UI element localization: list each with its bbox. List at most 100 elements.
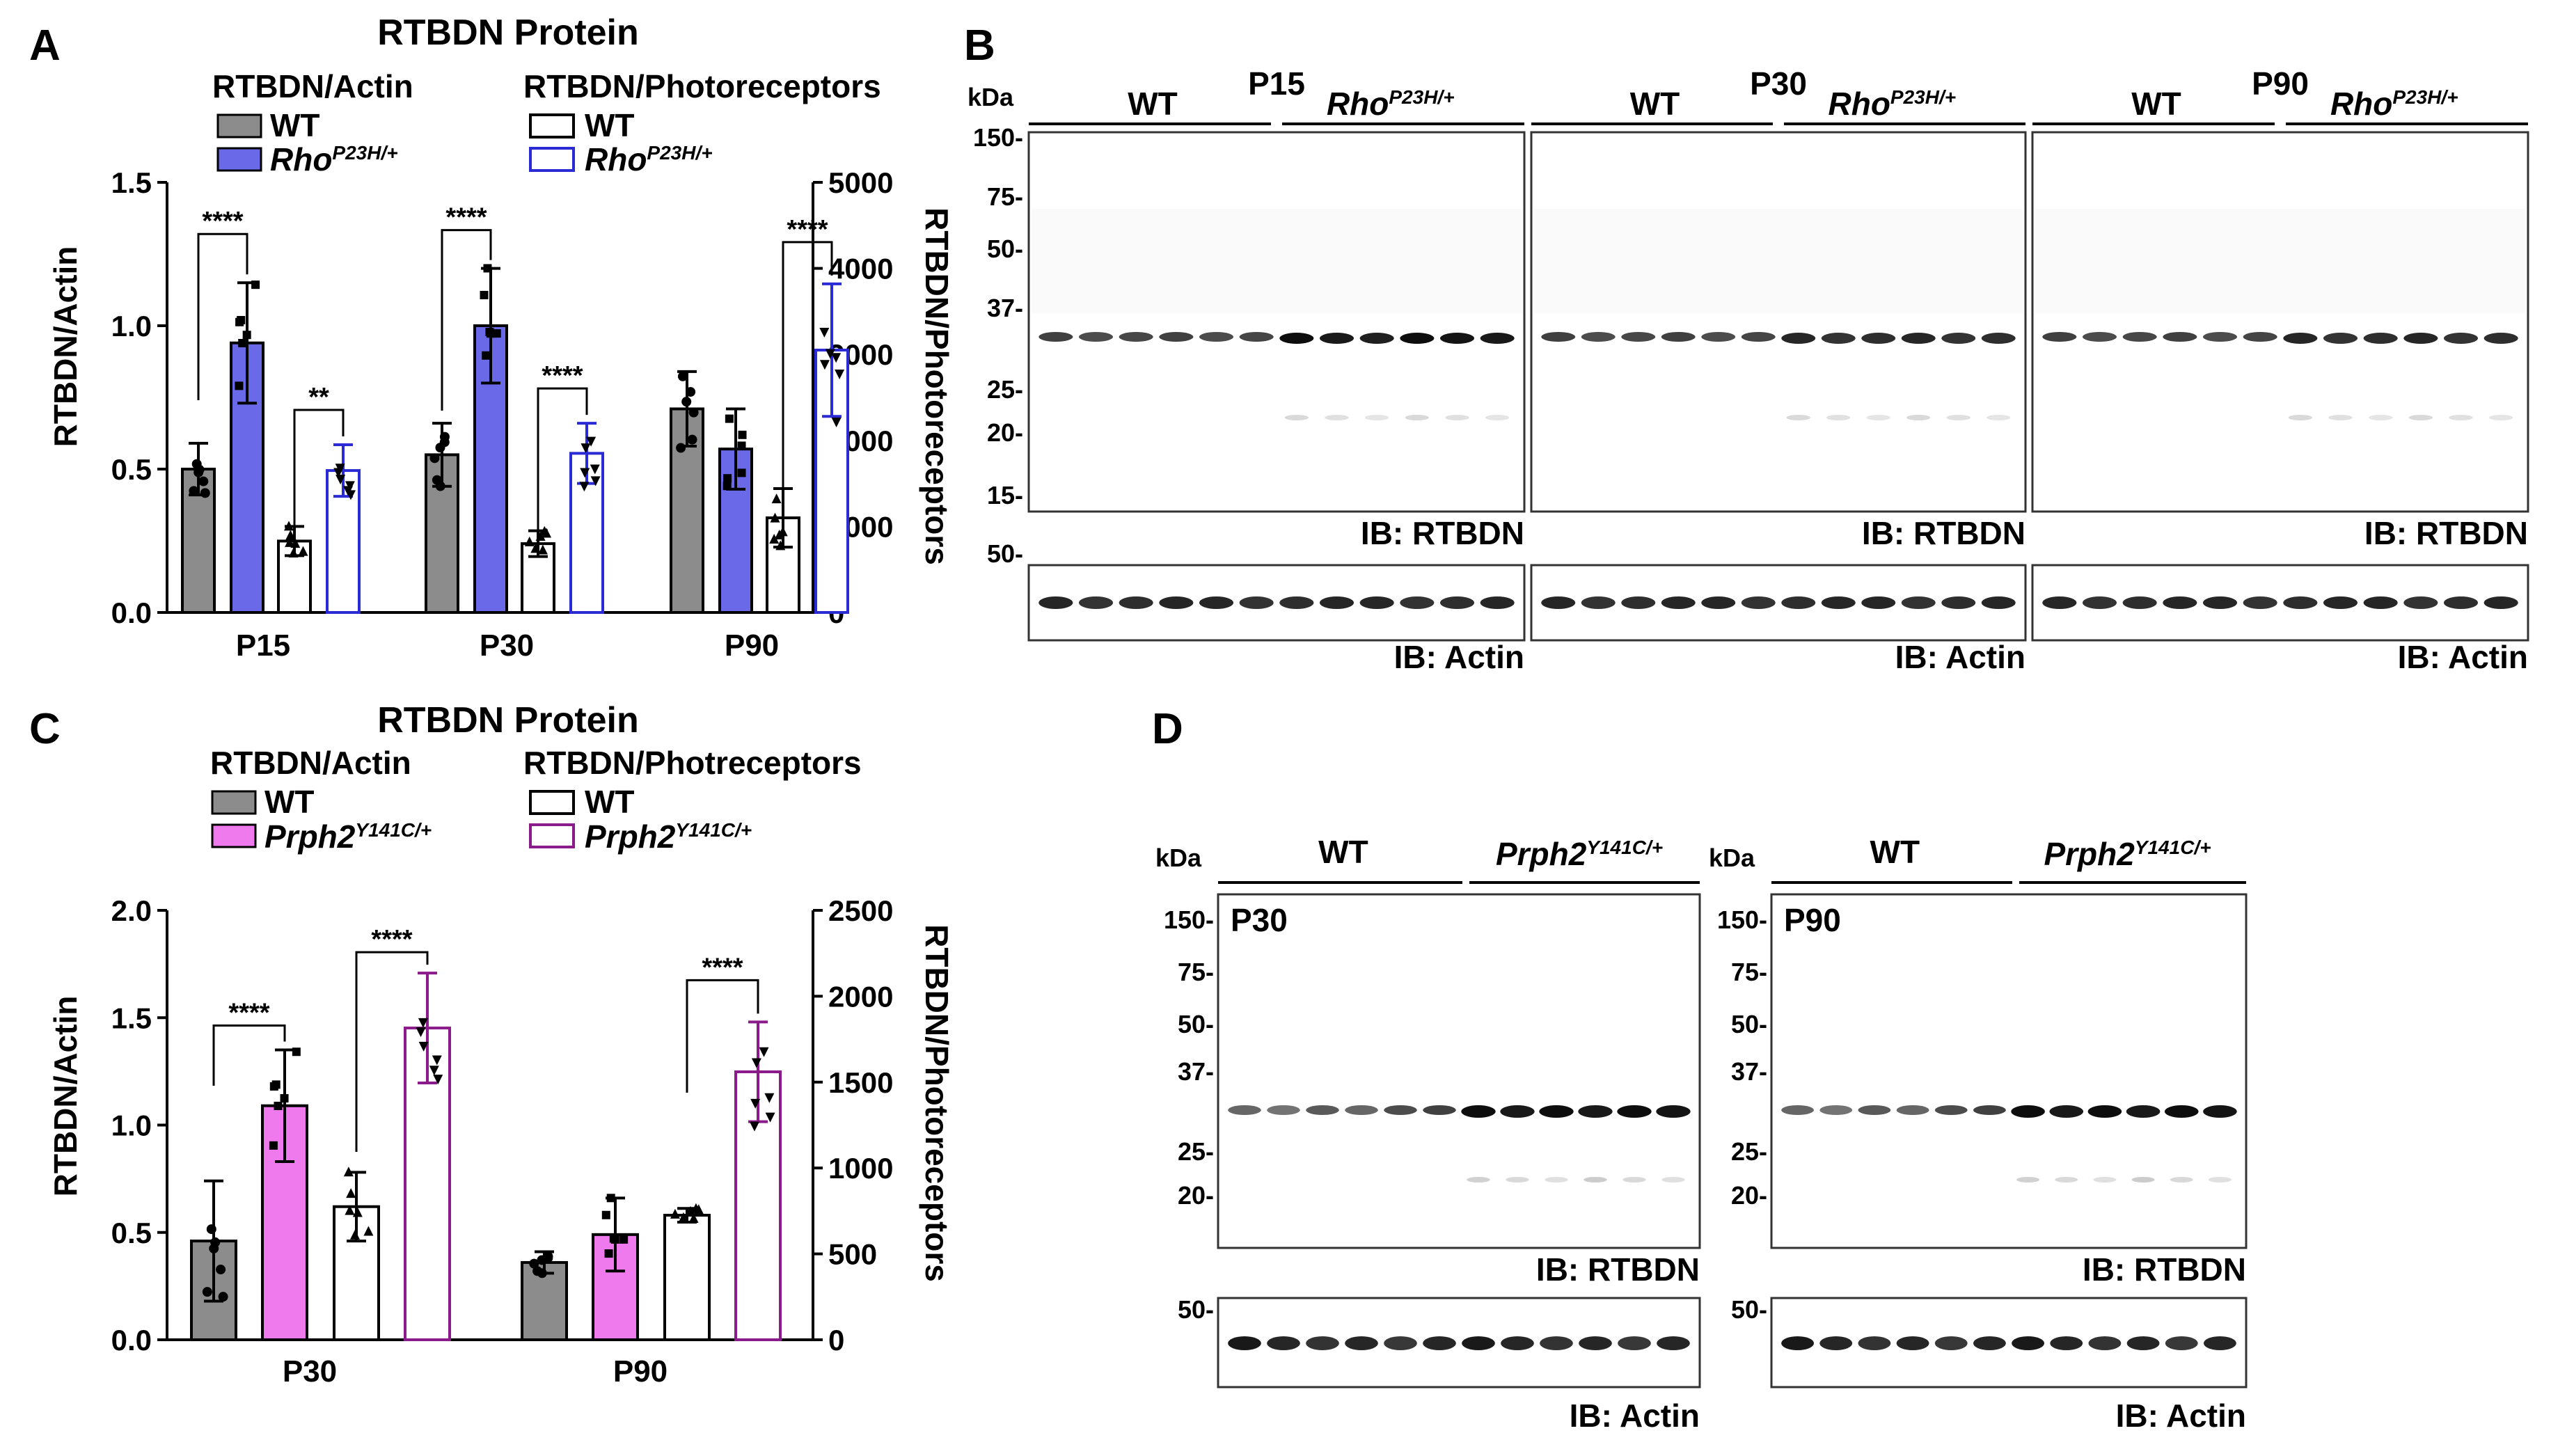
data-point: [333, 468, 344, 478]
data-point: [586, 436, 597, 447]
left-tick-label: 0.0: [111, 1324, 152, 1356]
legend-swatch-wt-filled: [216, 113, 262, 139]
actin-band: [1199, 596, 1234, 609]
ib-actin-label: IB: Actin: [1895, 639, 2025, 675]
lower-band: [1545, 1177, 1568, 1182]
rtbdn-band: [1384, 1105, 1417, 1115]
data-point: [825, 349, 835, 359]
lower-band: [1661, 1177, 1685, 1182]
wt-label: WT: [1870, 834, 1920, 870]
panel-a-legend-right-title: RTBDN/Photoreceptors: [523, 68, 881, 104]
actin-band: [2122, 596, 2157, 609]
kda-marker: 20-: [1731, 1181, 1767, 1210]
data-point: [688, 407, 699, 418]
kda-label: kDa: [1709, 844, 1755, 872]
rtbdn-band: [2087, 1105, 2122, 1118]
lower-band: [1485, 415, 1510, 420]
actin-band: [1228, 1336, 1261, 1350]
legend-prph2-label: Prph2Y141C/+: [264, 818, 432, 855]
data-point: [202, 1287, 212, 1297]
rtbdn-band: [2163, 332, 2197, 342]
rtbdn-band: [1781, 333, 1816, 344]
left-tick-label: 0.5: [111, 453, 152, 486]
actin-band: [1981, 596, 2016, 609]
significance-bracket: [212, 1024, 286, 1086]
data-point: [676, 443, 686, 453]
lower-band: [2368, 415, 2393, 420]
right-tick-label: 0: [828, 1324, 844, 1356]
rtbdn-band: [1896, 1105, 1929, 1115]
panel-label-a: A: [29, 22, 61, 70]
data-point: [688, 1213, 699, 1224]
rtbdn-band: [1461, 1105, 1496, 1118]
data-point: [418, 1041, 429, 1052]
rtbdn-band: [2283, 333, 2318, 344]
rtbdn-band: [1439, 333, 1475, 344]
actin-band: [2323, 596, 2358, 609]
rtbdn-band: [1621, 332, 1656, 342]
data-point: [590, 476, 601, 486]
rtbdn-band: [1781, 1105, 1815, 1115]
lower-band: [1364, 415, 1389, 420]
significance-label: ****: [202, 207, 243, 236]
rho-label: RhoP23H/+: [1829, 86, 1957, 122]
panel-label-b: B: [964, 22, 995, 70]
rtbdn-band: [1941, 333, 1976, 344]
lower-band: [1946, 415, 1970, 420]
lower-band: [2288, 415, 2313, 420]
legend-swatch-wt-open: [529, 790, 575, 815]
data-point: [535, 531, 546, 541]
actin-band: [2088, 1336, 2122, 1350]
left-tick-label: 1.0: [111, 310, 152, 342]
kda-marker: 25-: [987, 375, 1023, 404]
legend-swatch-rho-filled: [216, 147, 262, 172]
data-point: [686, 387, 696, 397]
data-point: [285, 537, 295, 547]
actin-band: [1078, 596, 1114, 609]
wt-label: WT: [2131, 86, 2181, 122]
left-tick-label: 1.5: [111, 1002, 152, 1034]
data-point: [251, 280, 260, 290]
rtbdn-band: [1480, 333, 1515, 344]
kda-marker-actin: 50-: [987, 539, 1023, 568]
significance-bracket: [293, 409, 345, 525]
right-tick-label: 4000: [828, 253, 893, 285]
blot-background-smear: [1032, 209, 1522, 313]
lower-band: [2208, 1177, 2232, 1182]
data-point: [831, 417, 842, 427]
age-label: P30: [1750, 65, 1807, 102]
actin-band: [1501, 1336, 1534, 1350]
panel-c-plot: 0.0 0.5 1.0 1.5 2.0 0 500 1000 1500 2000 2500 P30 P9…: [111, 894, 894, 1388]
data-point: [237, 315, 246, 324]
data-point: [619, 1235, 629, 1244]
data-point: [775, 540, 786, 551]
kda-marker: 25-: [1178, 1137, 1214, 1166]
actin-band: [2363, 596, 2398, 609]
rtbdn-band: [1119, 332, 1153, 342]
rtbdn-band: [2443, 333, 2479, 344]
actin-band: [1861, 596, 1896, 609]
data-point: [335, 475, 346, 485]
kda-marker: 50-: [1731, 1010, 1767, 1038]
data-point: [218, 1292, 228, 1302]
rtbdn-band: [1078, 332, 1114, 342]
rtbdn-band: [2122, 332, 2157, 342]
kda-marker: 20-: [1178, 1181, 1214, 1210]
actin-band: [2243, 596, 2277, 609]
actin-band: [2483, 596, 2518, 609]
lower-band: [2170, 1177, 2193, 1182]
kda-marker: 75-: [1731, 958, 1767, 986]
actin-band: [1973, 1336, 2006, 1350]
age-label: P90: [2252, 65, 2309, 102]
actin-band: [1657, 1336, 1690, 1350]
actin-band: [2403, 596, 2438, 609]
panel-a-ylabel-left: RTBDN/Actin: [47, 246, 84, 448]
category-label: P30: [480, 628, 534, 663]
significance-bracket: [537, 387, 588, 536]
legend-swatch-wt-filled: [211, 790, 257, 815]
data-point: [759, 1047, 769, 1057]
rtbdn-band: [1861, 333, 1896, 344]
rtbdn-blot: [1217, 893, 1701, 1249]
panel-b-kda: kDa: [968, 83, 1014, 111]
lower-band: [1622, 1177, 1646, 1182]
